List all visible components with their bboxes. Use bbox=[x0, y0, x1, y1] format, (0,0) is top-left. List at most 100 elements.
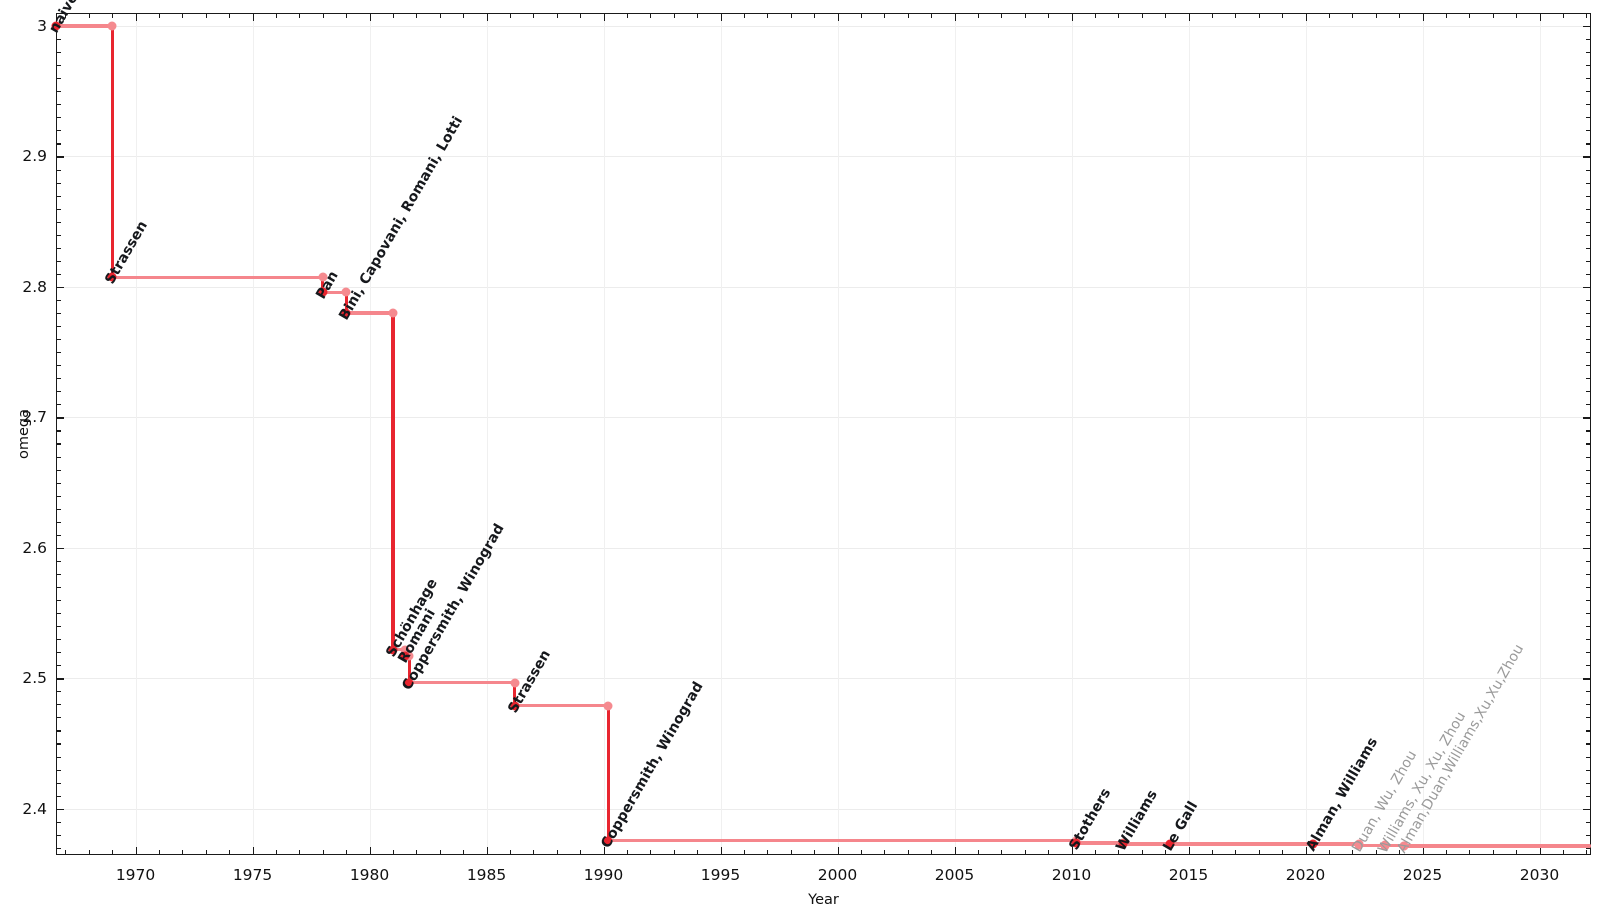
plot-area bbox=[56, 13, 1591, 855]
x-tick-minor bbox=[931, 850, 933, 855]
data-point-marker-plateau-end[interactable] bbox=[341, 287, 351, 297]
x-tick-major bbox=[954, 847, 956, 855]
y-tick-label: 2.5 bbox=[22, 669, 47, 688]
y-tick-minor bbox=[1586, 482, 1591, 484]
data-point-marker[interactable] bbox=[1354, 840, 1364, 850]
y-tick-minor bbox=[56, 65, 61, 67]
y-tick-minor bbox=[56, 573, 61, 575]
data-point-marker-plateau-end[interactable] bbox=[510, 678, 520, 688]
gridline-vertical bbox=[1540, 13, 1541, 855]
y-tick-minor bbox=[56, 521, 61, 523]
x-tick-minor bbox=[1375, 13, 1377, 18]
x-tick-minor bbox=[1258, 13, 1260, 18]
y-tick-minor bbox=[1586, 352, 1591, 354]
gridline-horizontal bbox=[56, 156, 1591, 157]
y-tick-major bbox=[1583, 26, 1591, 28]
y-tick-minor bbox=[1586, 273, 1591, 275]
data-point-marker-plateau-end[interactable] bbox=[388, 308, 398, 318]
x-tick-major bbox=[369, 847, 371, 855]
step-segment-horizontal bbox=[1312, 842, 1360, 846]
x-tick-minor bbox=[533, 13, 535, 18]
y-tick-minor bbox=[1586, 234, 1591, 236]
x-tick-minor bbox=[1328, 850, 1331, 855]
step-segment-horizontal bbox=[1076, 841, 1123, 845]
gridline-vertical bbox=[838, 13, 839, 855]
y-tick-label: 2.6 bbox=[22, 538, 47, 557]
data-point-marker[interactable] bbox=[318, 287, 328, 297]
x-tick-minor bbox=[1352, 850, 1354, 855]
y-tick-minor bbox=[1586, 599, 1591, 602]
x-tick-minor bbox=[112, 850, 114, 855]
x-tick-minor bbox=[1094, 13, 1097, 18]
y-tick-minor bbox=[1586, 573, 1591, 575]
data-point-marker[interactable] bbox=[1118, 839, 1128, 849]
x-tick-minor bbox=[580, 13, 582, 18]
data-point-marker-plateau-end[interactable] bbox=[603, 701, 613, 711]
y-tick-minor bbox=[56, 730, 61, 732]
y-tick-major bbox=[1583, 808, 1591, 811]
data-point-marker[interactable] bbox=[341, 308, 351, 318]
x-tick-minor bbox=[743, 13, 746, 18]
y-tick-minor bbox=[56, 821, 61, 823]
step-segment-horizontal bbox=[1123, 842, 1170, 846]
y-tick-minor bbox=[56, 756, 61, 758]
y-tick-minor bbox=[56, 508, 61, 510]
x-tick-minor bbox=[650, 850, 652, 855]
x-tick-minor bbox=[814, 13, 816, 18]
data-point-marker[interactable] bbox=[1380, 841, 1390, 851]
data-point-marker[interactable] bbox=[1399, 841, 1409, 851]
y-tick-minor bbox=[56, 352, 61, 354]
y-tick-minor bbox=[56, 691, 61, 693]
x-tick-minor bbox=[1235, 850, 1237, 855]
y-tick-minor bbox=[56, 430, 61, 432]
y-tick-minor bbox=[56, 78, 61, 80]
y-tick-major bbox=[56, 286, 64, 289]
data-point-marker-plateau-end[interactable] bbox=[107, 21, 117, 31]
y-tick-minor bbox=[56, 208, 61, 210]
y-tick-minor bbox=[1586, 495, 1591, 497]
x-tick-minor bbox=[1492, 13, 1494, 18]
x-tick-major bbox=[369, 13, 371, 21]
data-point-marker[interactable] bbox=[510, 701, 520, 711]
data-point-marker[interactable] bbox=[107, 272, 117, 282]
gridline-vertical bbox=[604, 13, 605, 855]
y-tick-minor bbox=[56, 117, 61, 119]
x-tick-minor bbox=[1562, 850, 1564, 855]
x-tick-label: 2010 bbox=[1051, 866, 1092, 884]
y-tick-minor bbox=[56, 534, 61, 536]
y-tick-major bbox=[1583, 156, 1591, 158]
data-point-marker[interactable] bbox=[1071, 838, 1081, 848]
data-point-marker[interactable] bbox=[400, 651, 410, 661]
data-point-marker[interactable] bbox=[1308, 839, 1318, 849]
x-tick-minor bbox=[977, 13, 980, 18]
data-point-marker[interactable] bbox=[1165, 839, 1175, 849]
data-point-marker-plateau-end[interactable] bbox=[404, 651, 414, 661]
y-tick-minor bbox=[1586, 39, 1591, 41]
x-tick-minor bbox=[205, 13, 207, 18]
data-point-marker-plateau-end[interactable] bbox=[400, 645, 410, 655]
x-tick-major bbox=[1188, 13, 1190, 21]
y-tick-minor bbox=[1586, 834, 1591, 836]
data-point-marker-plateau-end[interactable] bbox=[318, 272, 328, 282]
x-tick-minor bbox=[1445, 850, 1448, 855]
x-tick-label: 1985 bbox=[466, 866, 507, 884]
step-segment-horizontal bbox=[409, 681, 515, 685]
y-tick-minor bbox=[56, 391, 61, 393]
y-tick-minor bbox=[56, 456, 61, 458]
data-point-marker[interactable] bbox=[603, 836, 613, 846]
x-tick-minor bbox=[626, 850, 629, 855]
y-tick-minor bbox=[56, 560, 61, 562]
x-tick-minor bbox=[65, 850, 67, 855]
x-tick-minor bbox=[1048, 850, 1050, 855]
y-tick-minor bbox=[1586, 626, 1591, 628]
gridline-vertical bbox=[721, 13, 722, 855]
x-tick-label: 1995 bbox=[700, 866, 741, 884]
x-tick-minor bbox=[743, 850, 746, 855]
data-point-marker[interactable] bbox=[51, 21, 61, 31]
y-tick-minor bbox=[56, 169, 61, 171]
step-segment-horizontal bbox=[608, 839, 1077, 843]
data-point-marker[interactable] bbox=[388, 645, 398, 655]
y-tick-minor bbox=[1586, 534, 1591, 536]
x-tick-major bbox=[720, 847, 722, 855]
data-point-marker[interactable] bbox=[404, 678, 414, 688]
